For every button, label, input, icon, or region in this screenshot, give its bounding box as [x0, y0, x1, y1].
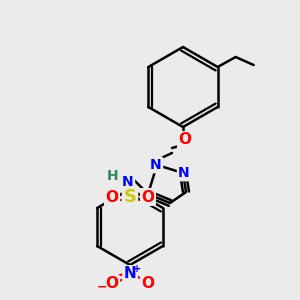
- Text: +: +: [133, 264, 141, 274]
- Text: −: −: [97, 280, 107, 293]
- Text: N: N: [122, 175, 134, 189]
- Text: N: N: [178, 166, 190, 180]
- Text: S: S: [124, 188, 136, 206]
- Text: N: N: [150, 158, 162, 172]
- Text: O: O: [106, 277, 118, 292]
- Text: O: O: [142, 277, 154, 292]
- Text: H: H: [107, 169, 119, 183]
- Text: O: O: [178, 133, 191, 148]
- Text: O: O: [142, 190, 154, 205]
- Text: N: N: [124, 266, 136, 281]
- Text: O: O: [106, 190, 118, 205]
